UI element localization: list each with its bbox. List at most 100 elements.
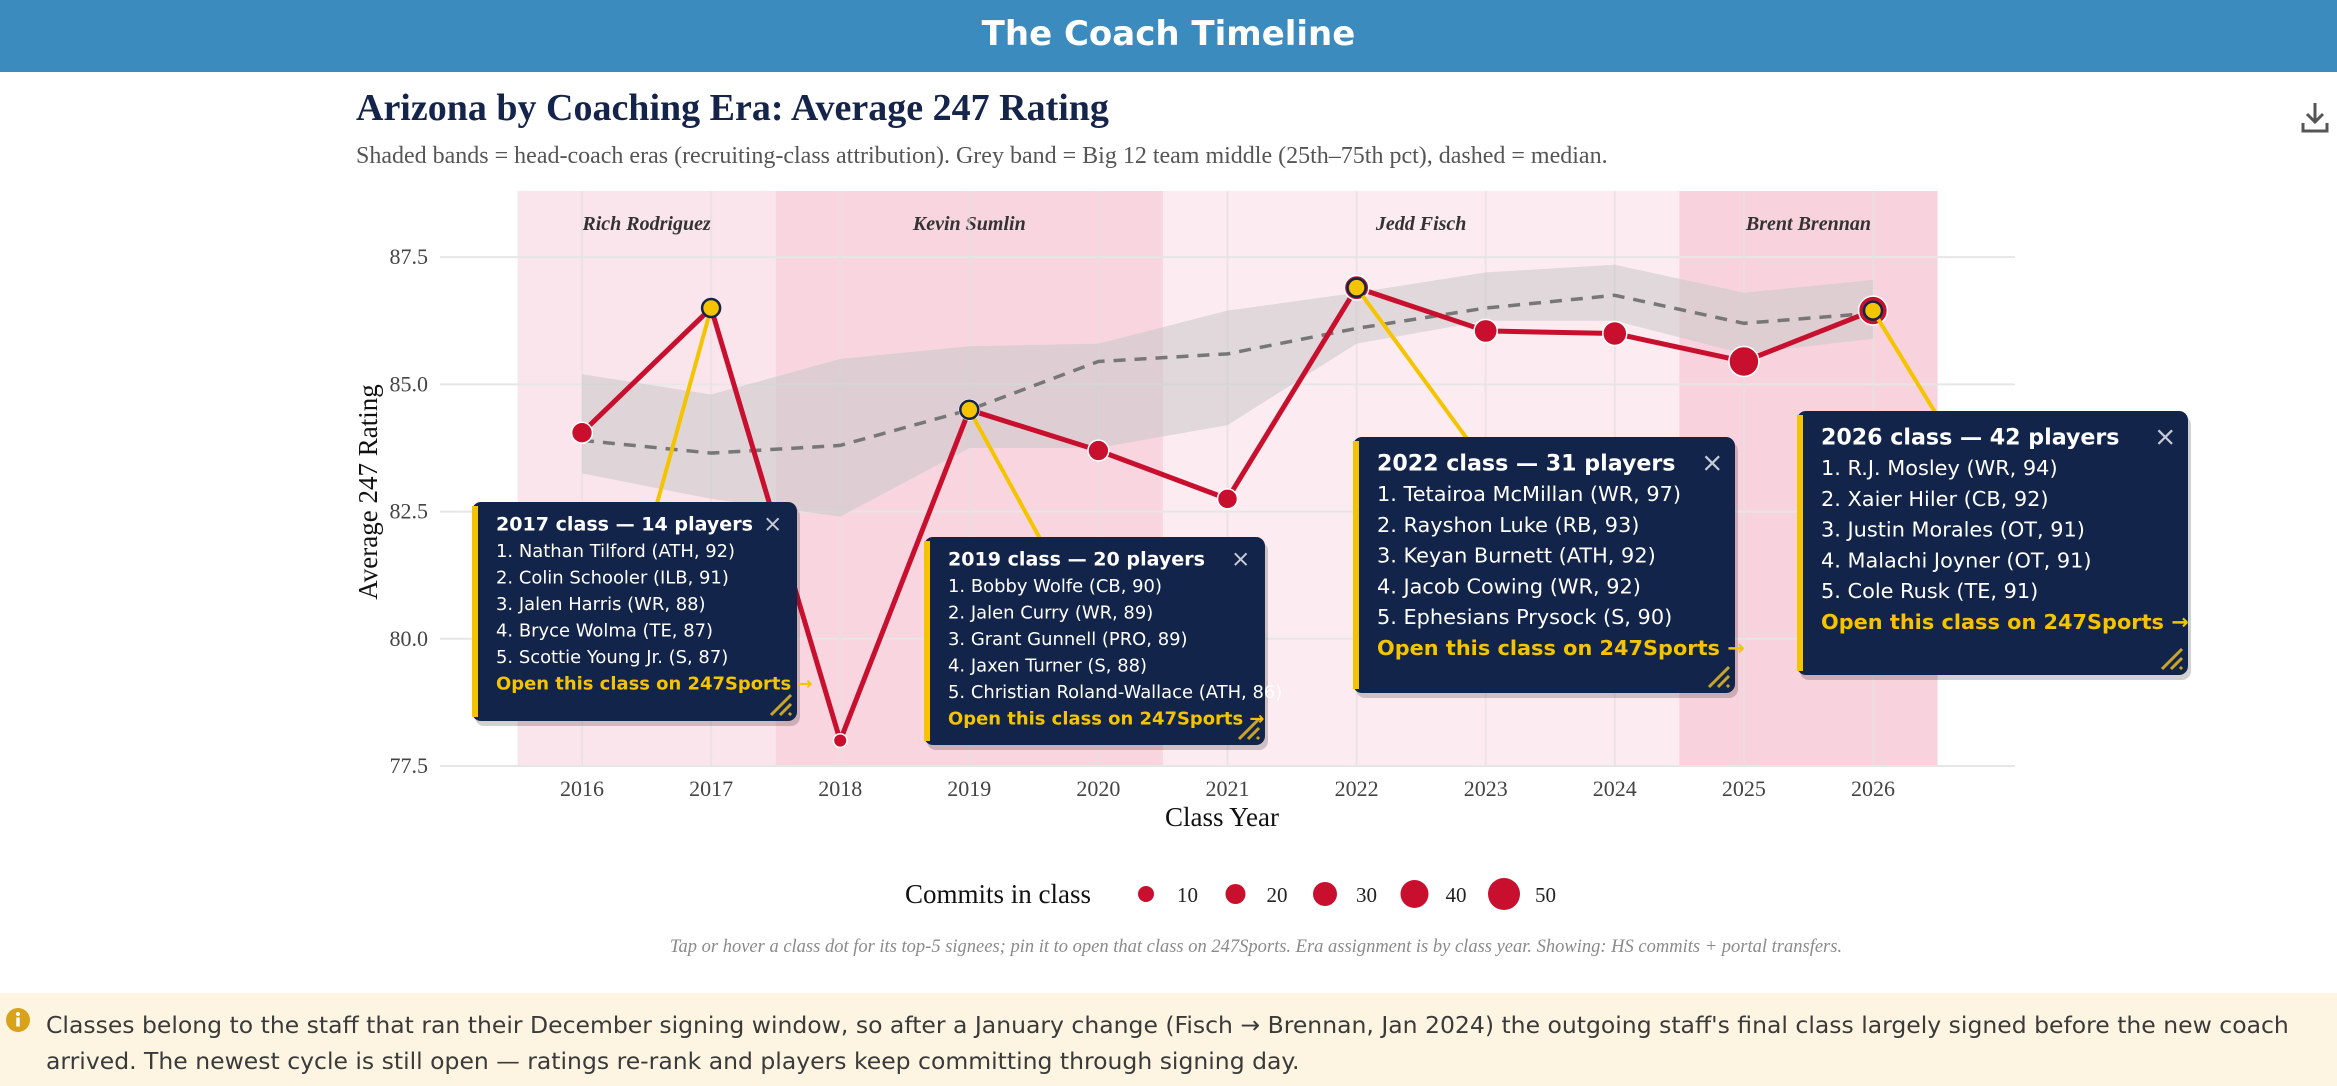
tooltip: 2019 class — 20 players × 1. Bobby Wolfe (…: [924, 537, 1282, 750]
size-legend-label: 20: [1267, 883, 1288, 907]
tooltip-item: 2. Jalen Curry (WR, 89): [948, 603, 1153, 624]
era-label: Rich Rodriguez: [581, 213, 711, 235]
tooltip-item: 1. R.J. Mosley (WR, 94): [1821, 456, 2058, 480]
x-tick-label: 2017: [689, 776, 733, 801]
era-label: Jedd Fisch: [1375, 213, 1467, 235]
header: The Coach Timeline: [0, 0, 2337, 72]
chart-title: Arizona by Coaching Era: Average 247 Rat…: [356, 87, 1109, 129]
pinned-marker[interactable]: [959, 399, 980, 421]
tooltip-hatch: [1246, 726, 1261, 741]
download-button[interactable]: [2301, 103, 2329, 133]
tooltip: 2022 class — 31 players × 1. Tetairoa McMi…: [1353, 437, 1745, 698]
leader-line: [967, 408, 1045, 545]
class-dot[interactable]: [1216, 488, 1239, 510]
header-title: The Coach Timeline: [981, 14, 1356, 54]
class-dot[interactable]: [832, 733, 848, 749]
tooltip-item: 4. Jaxen Turner (S, 88): [948, 655, 1147, 676]
tooltip-hatch: [778, 702, 793, 717]
chart: Rich Rodriguez Kevin Sumlin Jedd Fisch Bren…: [353, 87, 2329, 957]
tooltip-hatch: [2178, 665, 2184, 671]
tooltip-item: 4. Bryce Wolma (TE, 87): [496, 620, 713, 641]
class-dot[interactable]: [1728, 345, 1760, 378]
tooltip-hatch: [1725, 683, 1731, 689]
x-tick-label: 2020: [1076, 776, 1120, 801]
tooltip-item: 1. Nathan Tilford (ATH, 92): [496, 541, 735, 562]
pinned-marker[interactable]: [1346, 277, 1367, 298]
info-banner: Classes belong to the staff that ran the…: [0, 993, 2337, 1086]
tooltip-item: 5. Ephesians Prysock (S, 90): [1377, 605, 1672, 629]
tooltip-title: 2019 class — 20 players: [948, 549, 1205, 571]
tooltip-title: 2026 class — 42 players: [1821, 424, 2119, 450]
tooltip-item: 2. Rayshon Luke (RB, 93): [1377, 513, 1639, 537]
size-legend-dot: [1138, 886, 1154, 902]
tooltip: 2026 class — 42 players × 1. R.J. Mosley (…: [1797, 411, 2191, 680]
class-dot[interactable]: [1087, 439, 1110, 462]
tooltip-item: 5. Christian Roland-Wallace (ATH, 86): [948, 682, 1282, 703]
tooltip-item: 1. Tetairoa McMillan (WR, 97): [1377, 482, 1681, 506]
tooltip-close[interactable]: ×: [763, 512, 782, 538]
tooltip-item: 2. Xaier Hiler (CB, 92): [1821, 487, 2049, 511]
tooltip-box: [472, 502, 797, 721]
tooltip-close[interactable]: ×: [1231, 547, 1250, 573]
tooltip-close[interactable]: ×: [2154, 421, 2177, 452]
x-tick-label: 2024: [1593, 776, 1637, 801]
tooltip-stripe: [924, 541, 930, 741]
x-tick-label: 2026: [1851, 776, 1895, 801]
tooltip-item: 4. Jacob Cowing (WR, 92): [1377, 574, 1641, 598]
tooltip-hatch: [1255, 735, 1261, 741]
x-tick-label: 2016: [560, 776, 604, 801]
size-legend-label: 40: [1446, 883, 1467, 907]
download-icon: [2301, 103, 2329, 133]
tooltip-stripe: [472, 506, 478, 717]
tooltip-link[interactable]: Open this class on 247Sports →: [496, 673, 812, 694]
class-dot[interactable]: [1473, 318, 1499, 344]
tooltip-item: 5. Scottie Young Jr. (S, 87): [496, 647, 728, 668]
y-tick-label: 82.5: [390, 499, 429, 524]
x-tick-label: 2018: [818, 776, 862, 801]
tooltip-item: 3. Justin Morales (OT, 91): [1821, 518, 2085, 542]
tooltip-item: 3. Jalen Harris (WR, 88): [496, 594, 706, 615]
tooltip-hatch: [1237, 717, 1261, 741]
tooltip-hatch: [1716, 674, 1731, 689]
tooltip-link[interactable]: Open this class on 247Sports →: [1821, 610, 2189, 634]
tooltip-item: 3. Grant Gunnell (PRO, 89): [948, 629, 1188, 650]
class-dot[interactable]: [570, 421, 594, 444]
banner-text: Classes belong to the staff that ran the…: [46, 1011, 2289, 1075]
pinned-marker[interactable]: [700, 297, 722, 319]
iqr-band: [582, 264, 1873, 517]
leader-line: [1871, 309, 1940, 419]
tooltip-item: 4. Malachi Joyner (OT, 91): [1821, 548, 2092, 572]
x-tick-label: 2025: [1722, 776, 1766, 801]
tooltip-link[interactable]: Open this class on 247Sports →: [1377, 636, 1745, 660]
tooltip-link[interactable]: Open this class on 247Sports →: [948, 708, 1264, 729]
info-icon: [6, 1008, 30, 1032]
tooltip-stripe: [1797, 415, 1803, 671]
tooltip-hatch: [2169, 656, 2184, 671]
tooltip-close[interactable]: ×: [1701, 447, 1724, 478]
y-axis-title: Average 247 Rating: [353, 384, 383, 599]
median-line: [581, 293, 1874, 455]
footnote: Tap or hover a class dot for its top-5 s…: [670, 937, 1842, 957]
tooltip-title: 2022 class — 31 players: [1377, 450, 1675, 476]
tooltip-hatch: [787, 711, 793, 717]
tooltip-title: 2017 class — 14 players: [496, 514, 753, 536]
size-legend-dot: [1225, 884, 1246, 904]
pinned-marker[interactable]: [1862, 300, 1884, 321]
leader-line: [654, 307, 714, 508]
tooltip-item: 2. Colin Schooler (ILB, 91): [496, 568, 729, 589]
class-dot[interactable]: [1602, 320, 1628, 347]
leader-line: [1354, 286, 1470, 442]
size-legend-dot: [1400, 880, 1429, 908]
y-tick-label: 77.5: [390, 753, 429, 778]
tooltip-item: 3. Keyan Burnett (ATH, 92): [1377, 544, 1656, 568]
chart-subtitle: Shaded bands = head-coach eras (recruiti…: [356, 143, 1608, 169]
tooltip-box: [1353, 437, 1735, 693]
x-axis-title: Class Year: [1165, 802, 1279, 832]
size-legend-label: 50: [1535, 883, 1556, 907]
y-tick-label: 85.0: [390, 371, 429, 396]
x-tick-label: 2019: [947, 776, 991, 801]
tooltip-box: [1797, 411, 2188, 675]
tooltip-item: 1. Bobby Wolfe (CB, 90): [948, 576, 1162, 597]
era-label: Brent Brennan: [1745, 213, 1871, 235]
